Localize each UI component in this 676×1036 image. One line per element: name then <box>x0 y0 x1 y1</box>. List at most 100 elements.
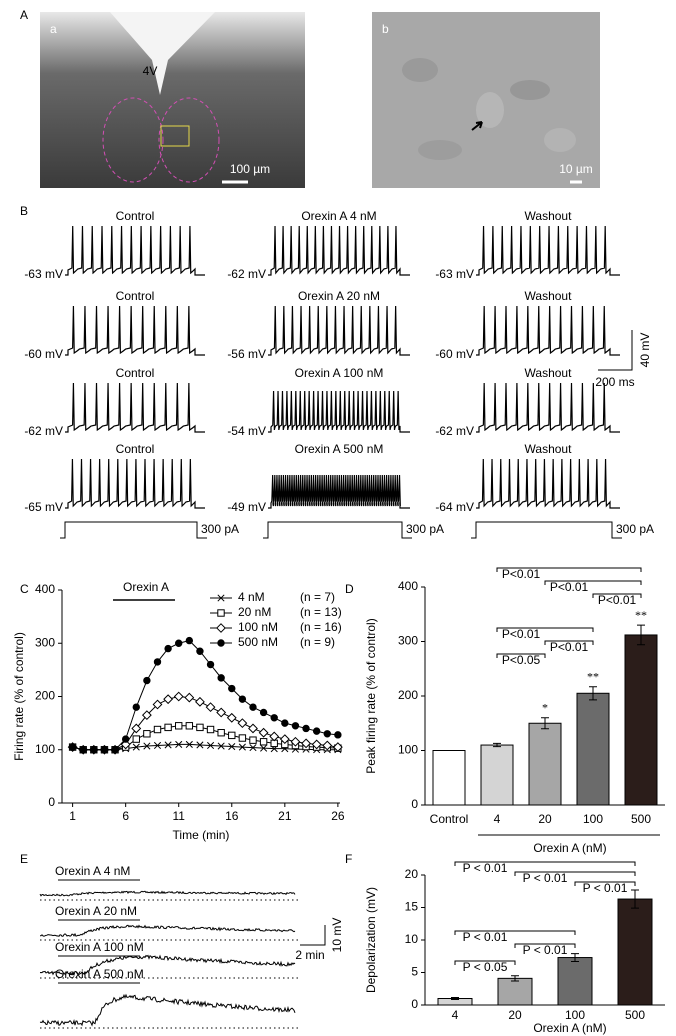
voltage-trace <box>476 382 620 433</box>
comparison-bracket <box>496 627 594 632</box>
bar <box>576 692 610 806</box>
voltage-trace <box>39 993 296 1027</box>
legend-marker <box>216 623 226 633</box>
trace-title: Washout <box>525 289 573 303</box>
current-label: 300 pA <box>406 522 444 536</box>
comparison-bracket <box>544 640 594 645</box>
trace-title: Orexin A 500 nM <box>295 442 384 456</box>
comparison-label: P < 0.01 <box>583 881 628 895</box>
trace-title: Control <box>116 289 155 303</box>
y-tick-label: 200 <box>398 688 418 702</box>
voltage-trace <box>476 305 620 356</box>
marker <box>143 742 151 750</box>
marker <box>260 744 268 752</box>
x-tick-label: 20 <box>508 1008 522 1022</box>
significance: ** <box>587 669 599 683</box>
trace-title: Orexin A 100 nM <box>55 940 144 954</box>
y-axis-label: Depolarization (mV) <box>364 887 378 993</box>
voltage-trace <box>39 890 296 897</box>
scale-label: 100 µm <box>230 162 270 176</box>
membrane-potential: -49 mV <box>227 500 266 514</box>
comparison-label: P < 0.05 <box>463 960 508 974</box>
y-tick-label: 400 <box>398 579 418 593</box>
marker <box>323 730 331 738</box>
marker <box>301 738 311 749</box>
marker <box>120 739 131 750</box>
y-tick-label: 400 <box>35 582 55 596</box>
legend-marker <box>217 594 225 602</box>
x-tick-label: 20 <box>538 812 552 826</box>
voltage-trace <box>268 390 410 433</box>
legend-n: (n = 16) <box>300 620 342 634</box>
x-tick-label: 26 <box>331 809 345 823</box>
legend-n: (n = 9) <box>300 635 335 649</box>
trace-title: Orexin A 4 nM <box>55 864 130 878</box>
error-bar <box>589 686 597 701</box>
image-label: b <box>382 22 389 36</box>
y-tick-label: 300 <box>35 635 55 649</box>
marker <box>270 714 278 722</box>
comparison-bracket <box>514 871 636 876</box>
marker <box>205 702 216 713</box>
x-tick-label: 100 <box>583 812 603 826</box>
marker <box>249 744 257 752</box>
comparison-label: P<0.01 <box>502 567 541 581</box>
marker <box>332 742 343 752</box>
marker <box>322 740 333 751</box>
trace-title: Washout <box>525 366 573 380</box>
marker <box>153 741 162 750</box>
x-tick-label: 21 <box>278 809 292 823</box>
marker <box>228 731 236 740</box>
bar <box>624 634 658 806</box>
trace-title: Orexin A 100 nM <box>295 366 384 380</box>
comparison-bracket <box>496 567 642 572</box>
marker <box>249 703 257 711</box>
marker <box>312 727 321 735</box>
marker <box>185 636 194 645</box>
y-tick-label: 100 <box>35 742 55 756</box>
marker <box>132 703 140 711</box>
x-tick-label: 500 <box>625 1008 645 1022</box>
marker <box>185 722 194 730</box>
marker <box>281 719 289 727</box>
y-tick-label: 0 <box>48 795 55 809</box>
marker <box>334 731 342 739</box>
marker <box>258 727 269 738</box>
marker <box>217 729 225 737</box>
marker <box>175 639 183 647</box>
legend-label: 4 nM <box>238 590 265 604</box>
y-tick-label: 200 <box>35 689 55 703</box>
x-tick-label: 4 <box>452 1008 459 1022</box>
membrane-potential: -63 mV <box>24 267 63 281</box>
comparison-bracket <box>544 580 642 585</box>
marker <box>206 741 215 750</box>
marker <box>164 723 172 732</box>
series-line <box>72 640 338 751</box>
marker <box>175 740 183 748</box>
x-axis-label: Time (min) <box>173 828 230 842</box>
legend-label: 20 nM <box>238 605 271 619</box>
error-bar <box>571 953 579 962</box>
marker <box>238 743 246 751</box>
membrane-potential: -64 mV <box>435 500 474 514</box>
marker <box>249 736 257 744</box>
membrane-potential: -63 mV <box>435 267 474 281</box>
comparison-label: P<0.05 <box>502 653 541 667</box>
membrane-potential: -56 mV <box>227 347 266 361</box>
marker <box>311 739 322 750</box>
membrane-potential: -62 mV <box>435 424 474 438</box>
marker <box>185 740 193 748</box>
panel-label: C <box>20 582 29 596</box>
legend-marker <box>217 609 225 617</box>
marker <box>248 723 258 734</box>
panel-label: E <box>20 852 28 866</box>
y-tick-label: 15 <box>405 900 419 914</box>
voltage-trace <box>65 382 205 433</box>
y-axis-label: Peak firing rate (% of control) <box>364 618 378 773</box>
y-tick-label: 5 <box>411 965 418 979</box>
marker <box>141 710 152 721</box>
comparison-label: P < 0.01 <box>523 871 568 885</box>
marker <box>228 684 236 693</box>
comparison-label: P < 0.01 <box>523 943 568 957</box>
